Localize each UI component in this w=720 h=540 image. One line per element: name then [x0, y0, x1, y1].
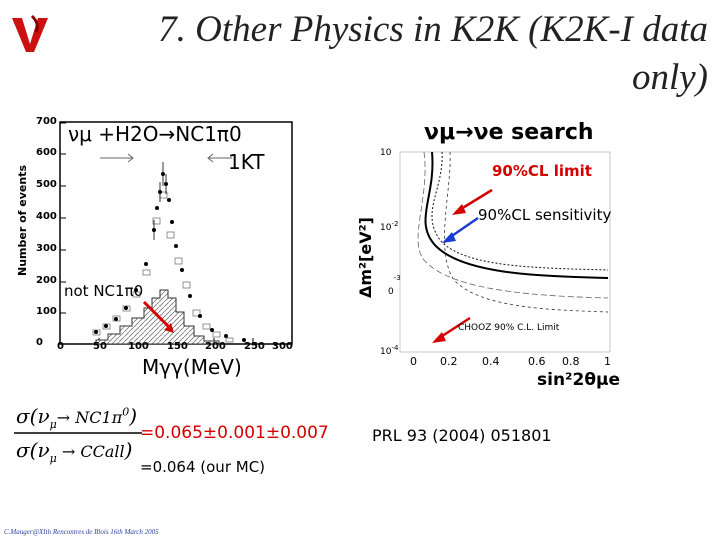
xtick-right: 0.4	[482, 355, 500, 368]
xtick: 50	[93, 341, 107, 352]
xtick-right: 0.8	[562, 355, 580, 368]
slide-title: 7. Other Physics in K2K (K2K-I data only…	[158, 9, 708, 98]
nu-logo-icon	[12, 14, 48, 52]
ytick-right: 10	[380, 148, 392, 158]
xtick: 250	[244, 341, 265, 352]
xtick-right: 0	[410, 355, 417, 368]
ytick: 600	[36, 147, 57, 158]
right-ylabel: Δm²[eV²]	[356, 217, 375, 298]
xtick: 200	[205, 341, 226, 352]
citation: PRL 93 (2004) 051801	[372, 426, 552, 445]
ncpi0-mass-histogram	[59, 121, 293, 345]
ytick-right: 0-3	[388, 274, 401, 297]
ratio-denominator: σ(νμ → CCall)	[16, 438, 133, 465]
xtick: 300	[272, 341, 293, 352]
chooz-label: CHOOZ 90% C.L. Limit	[458, 323, 560, 333]
ytick: 700	[36, 116, 57, 127]
mc-value: =0.064 (our MC)	[140, 458, 266, 476]
right-xlabel: sin²2θμe	[537, 370, 621, 390]
search-heading: νμ→νe search	[424, 120, 594, 145]
ytick-right: 10-4	[380, 344, 399, 357]
left-ylabel-wrap: Number of events	[10, 165, 50, 286]
xtick: 100	[128, 341, 149, 352]
oscillation-exclusion-plot	[399, 151, 611, 353]
xtick-right: 1	[604, 355, 611, 368]
sensitivity-label: 90%CL sensitivity	[478, 206, 612, 224]
ytick-right: 10-2	[380, 220, 399, 233]
ratio-value: =0.065±0.001±0.007	[140, 423, 329, 443]
xtick: 0	[57, 341, 64, 352]
xtick-right: 0.2	[440, 355, 458, 368]
onekt-label: 1KT	[228, 150, 265, 174]
ytick: 200	[36, 275, 57, 286]
xtick: 150	[167, 341, 188, 352]
ytick: 0	[36, 337, 43, 348]
ytick: 300	[36, 243, 57, 254]
left-ylabel: Number of events	[16, 165, 29, 276]
right-ylabel-wrap: Δm²[eV²]	[356, 158, 376, 308]
not-ncpi0-label: not NC1π0	[64, 282, 144, 300]
slide-footer: C.Mauger@XIth Rencontres de Blois 16th M…	[4, 528, 159, 536]
nc-pi0-legend: νμ +H2O→NC1π0	[68, 122, 242, 146]
ytick: 400	[36, 211, 57, 222]
ytick: 500	[36, 179, 57, 190]
left-xlabel: Mγγ(MeV)	[142, 355, 242, 379]
xtick-right: 0.6	[528, 355, 546, 368]
fraction-bar	[14, 432, 142, 434]
limit-label: 90%CL limit	[492, 162, 592, 180]
ratio-numerator: σ(νμ→ NC1π0)	[16, 404, 138, 431]
ytick: 100	[36, 306, 57, 317]
